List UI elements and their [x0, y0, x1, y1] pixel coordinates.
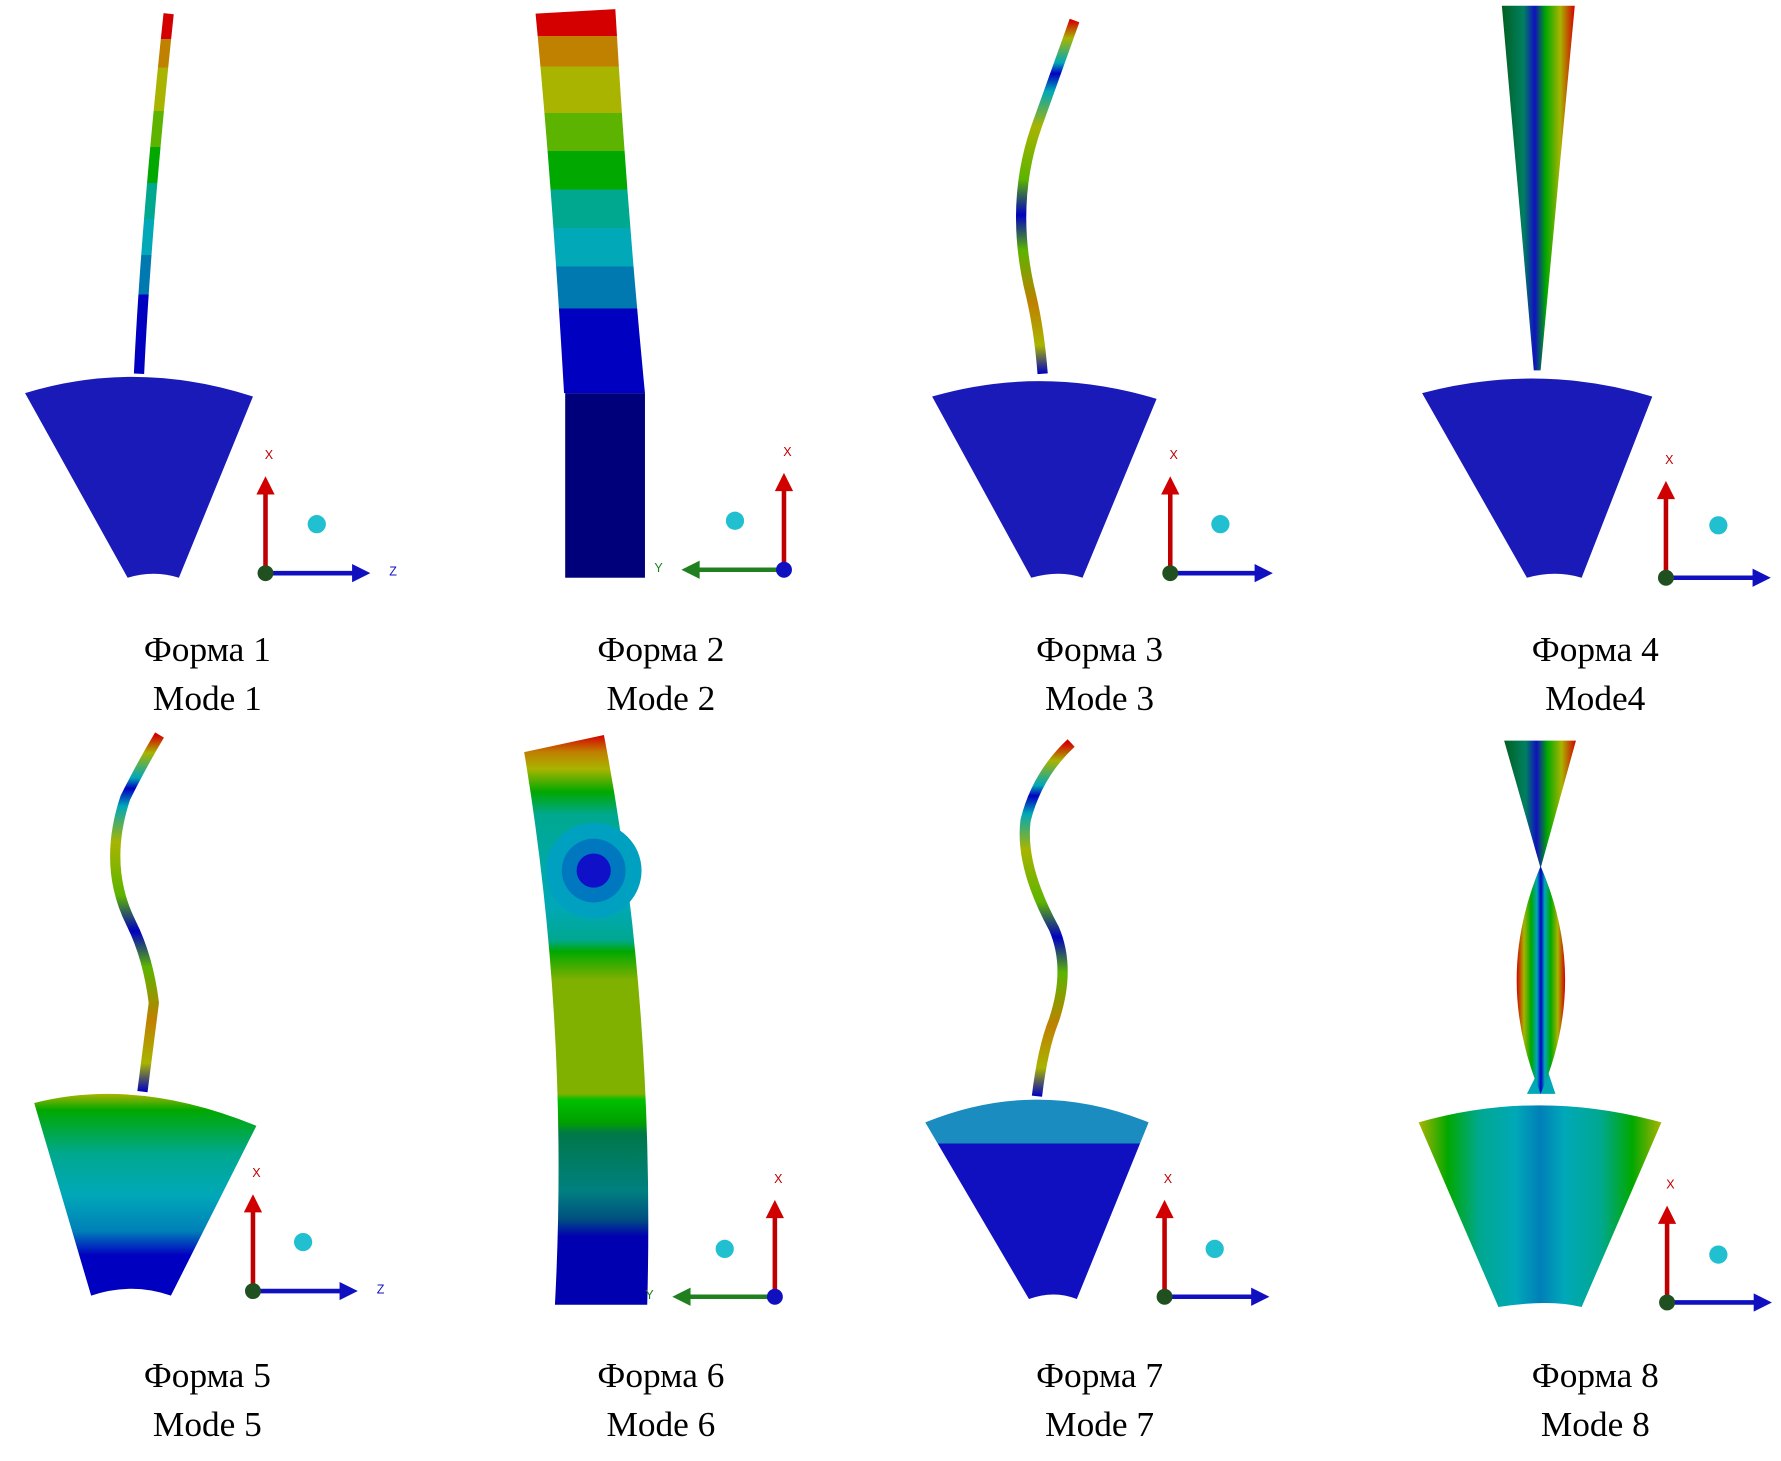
blade — [110, 732, 164, 1093]
arrowhead — [1753, 1293, 1772, 1312]
arrowhead — [1155, 1199, 1174, 1219]
disk-sector — [34, 1093, 257, 1296]
node-center — [576, 853, 611, 888]
arrowhead — [1656, 480, 1676, 500]
blade-tip — [1501, 5, 1575, 371]
view-ball — [1205, 1239, 1224, 1259]
caption-en: Mode 1 — [153, 679, 262, 718]
arrowhead — [339, 1281, 358, 1301]
caption-en: Mode 6 — [606, 1405, 715, 1444]
caption: Форма 2 — [597, 630, 724, 669]
blade-tip — [1504, 740, 1576, 869]
origin — [1657, 569, 1674, 586]
disk-sector — [25, 376, 253, 578]
blade-side — [524, 734, 649, 1305]
disk-sector — [925, 1099, 1149, 1300]
view-ball — [1709, 1245, 1728, 1264]
arrowhead — [672, 1287, 691, 1306]
disk-sector — [1422, 378, 1653, 578]
view-ball — [715, 1239, 734, 1259]
caption: Форма 1 — [144, 630, 271, 669]
view-ball — [1211, 515, 1230, 534]
blade-root — [565, 393, 645, 578]
axis-label: X — [1666, 1177, 1675, 1191]
axis-label: X — [252, 1166, 261, 1180]
view-ball — [725, 511, 745, 530]
caption: Форма 6 — [597, 1356, 724, 1395]
caption-en: Mode 5 — [153, 1405, 262, 1444]
caption-en: Mode 2 — [606, 679, 715, 718]
blade-side — [535, 9, 645, 394]
arrowhead — [774, 472, 794, 492]
caption: Форма 5 — [144, 1356, 271, 1395]
axis-triads: X Z X Y X X X Z X Y X X — [243, 445, 1772, 1312]
axis-label: X — [783, 445, 792, 459]
axis-label: Z — [377, 1282, 385, 1296]
caption: Форма 8 — [1532, 1356, 1659, 1395]
arrowhead — [1657, 1205, 1677, 1224]
origin — [1659, 1294, 1676, 1311]
caption-en: Mode 8 — [1541, 1405, 1650, 1444]
arrowhead — [243, 1194, 263, 1213]
view-ball — [307, 515, 326, 534]
mode-shapes: X Z X Y X X X Z X Y X X Форма 1 Mode 1 Форма 2 Mode… — [25, 5, 1772, 1444]
arrowhead — [765, 1199, 784, 1219]
view-ball — [1709, 516, 1728, 535]
blade — [133, 13, 174, 374]
caption-en: Mode4 — [1545, 679, 1645, 718]
axis-label: Y — [645, 1288, 654, 1302]
arrowhead — [352, 564, 371, 583]
caption-en: Mode 7 — [1045, 1405, 1154, 1444]
arrowhead — [256, 476, 275, 495]
blade — [1019, 739, 1075, 1097]
arrowhead — [681, 560, 700, 579]
disk-sector — [1418, 1105, 1662, 1308]
origin — [766, 1288, 783, 1305]
axis-label: X — [1665, 453, 1674, 467]
axis-label: Z — [389, 564, 397, 578]
axis-label: X — [1170, 448, 1179, 462]
caption: Форма 4 — [1532, 630, 1659, 669]
origin — [775, 561, 792, 578]
origin — [1162, 565, 1179, 582]
arrowhead — [1251, 1287, 1270, 1306]
origin — [1156, 1288, 1173, 1305]
arrowhead — [1161, 476, 1180, 495]
arrowhead — [1752, 568, 1771, 587]
view-ball — [293, 1232, 313, 1252]
caption-en: Mode 3 — [1045, 679, 1154, 718]
axis-label: Y — [654, 561, 663, 575]
axis-label: X — [1164, 1172, 1173, 1186]
caption: Форма 3 — [1036, 630, 1163, 669]
origin — [244, 1283, 261, 1300]
caption: Форма 7 — [1036, 1356, 1163, 1395]
axis-label: X — [774, 1172, 783, 1186]
disk-sector — [932, 381, 1157, 578]
blade — [1016, 18, 1080, 375]
arrowhead — [1254, 564, 1273, 583]
origin — [257, 565, 274, 582]
blade-twist — [1516, 866, 1566, 1094]
axis-label: X — [265, 448, 274, 462]
